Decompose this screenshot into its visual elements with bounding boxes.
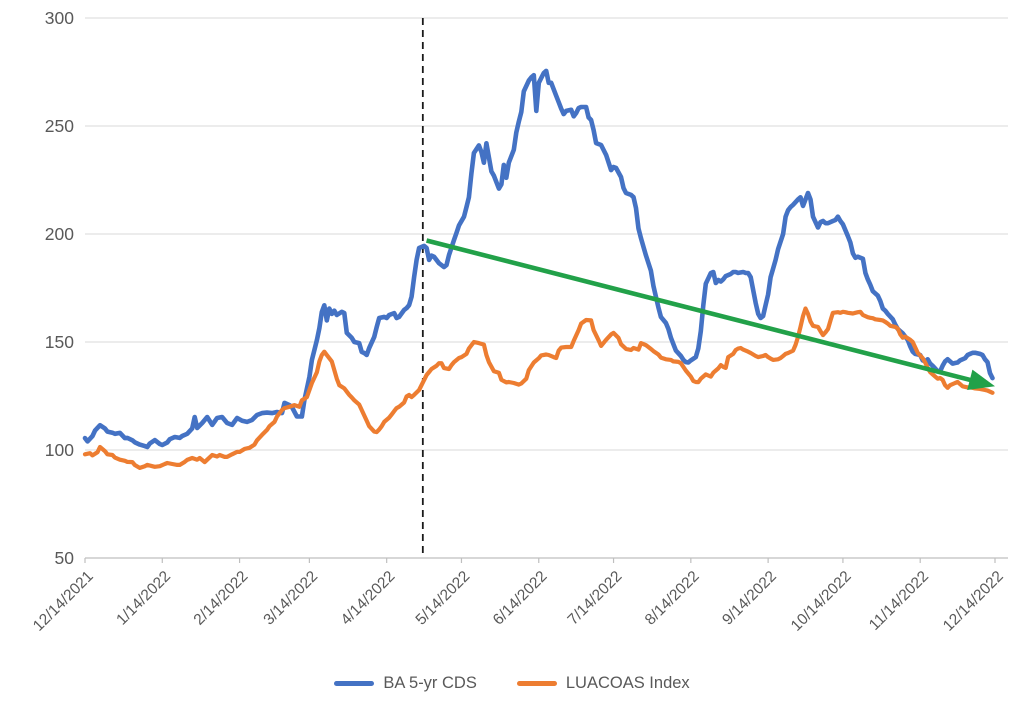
legend-line-swatch-blue: [334, 681, 375, 686]
x-axis-tick-label: 3/14/2022: [260, 568, 321, 629]
x-axis-tick-label: 11/14/2022: [866, 568, 932, 634]
x-axis-tick-label: 10/14/2022: [788, 568, 855, 635]
legend-label: LUACOAS Index: [565, 674, 690, 692]
y-axis-tick-label: 100: [45, 440, 74, 460]
x-axis-tick-label: 12/14/2021: [30, 568, 97, 635]
y-axis-tick-label: 250: [45, 116, 74, 136]
chart-legend: BA 5-yr CDS LUACOAS Index: [0, 674, 1024, 693]
legend-item-luacoas-index: LUACOAS Index: [516, 674, 690, 693]
x-axis-tick-label: 12/14/2022: [940, 568, 1007, 635]
series-line-luacoas-index: [82, 306, 995, 470]
x-axis-tick-label: 4/14/2022: [338, 568, 399, 629]
chart-canvas: 50 100 150 200 250 300 12/14/2021 1/14/2022 2/14…: [30, 8, 1008, 635]
trend-arrow-line: [425, 238, 984, 386]
y-axis-tick-label: 200: [45, 224, 74, 244]
legend-label: BA 5-yr CDS: [383, 674, 477, 692]
x-axis-tick-label: 7/14/2022: [565, 568, 626, 629]
legend-item-ba-5yr-cds: BA 5-yr CDS: [334, 674, 477, 693]
x-axis-tick-label: 8/14/2022: [642, 568, 703, 629]
x-axis-tick-label: 2/14/2022: [191, 568, 252, 629]
y-axis-tick-label: 300: [45, 8, 74, 28]
x-axis-tick-label: 1/14/2022: [113, 568, 174, 629]
x-axis-tick-label: 9/14/2022: [719, 568, 780, 629]
y-axis-tick-label: 50: [55, 548, 75, 568]
legend-line-swatch-orange: [516, 681, 557, 686]
x-axis-tick-label: 5/14/2022: [413, 568, 474, 629]
series-line-ba-5yr-cds: [82, 68, 995, 450]
trend-arrow-head: [967, 369, 995, 390]
y-axis-tick-label: 150: [45, 332, 74, 352]
x-axis-tick-label: 6/14/2022: [490, 568, 551, 629]
